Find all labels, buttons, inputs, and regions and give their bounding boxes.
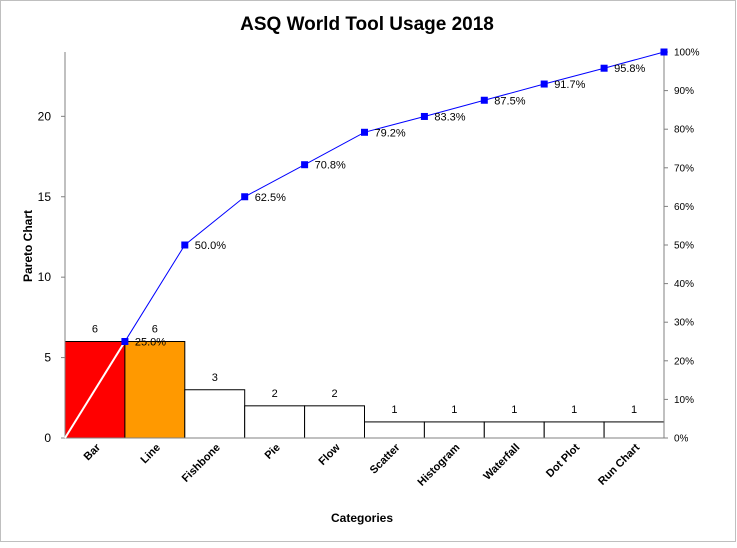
cumulative-marker: [600, 64, 608, 72]
y2-tick-label: 10%: [674, 395, 694, 406]
cumulative-marker: [420, 112, 428, 120]
bar: [304, 405, 366, 439]
cumulative-value-label: 79.2%: [375, 127, 406, 139]
cumulative-value-label: 83.3%: [434, 111, 465, 123]
bar-value-label: 3: [212, 372, 218, 384]
y-tick-label: 5: [44, 351, 51, 365]
bar: [543, 421, 605, 439]
bar: [184, 389, 246, 439]
bar-value-label: 1: [571, 404, 577, 416]
cumulative-marker: [361, 128, 368, 136]
bar-value-label: 1: [631, 404, 637, 416]
bar: [244, 405, 306, 439]
bar: [483, 421, 545, 439]
y2-tick-label: 90%: [674, 86, 694, 97]
cumulative-marker: [301, 161, 309, 169]
y-axis-title: Pareto Chart: [21, 210, 35, 282]
cumulative-marker: [121, 338, 129, 345]
plot-area: 6 632 21 1 1 1 1051015200%10%20%30%40%50%60%70…: [38, 48, 700, 489]
y2-tick-label: 100%: [674, 48, 700, 59]
bar: [364, 421, 425, 439]
cumulative-value-label: 87.5%: [494, 95, 525, 107]
y2-tick-label: 0%: [674, 434, 689, 445]
y-tick-label: 15: [38, 190, 52, 204]
y2-tick-label: 20%: [674, 356, 694, 367]
cumulative-marker: [540, 80, 548, 88]
cumulative-marker: [660, 48, 668, 56]
cumulative-origin-segment: [64, 340, 126, 439]
bar-value-label: 1: [391, 404, 397, 416]
cumulative-value-label: 70.8%: [315, 160, 346, 172]
y2-tick-label: 30%: [674, 318, 694, 329]
cumulative-marker: [181, 241, 189, 249]
cumulative-value-label: 91.7%: [554, 79, 585, 91]
cumulative-value-label: 95.8%: [614, 63, 645, 75]
y2-tick-label: 40%: [674, 279, 694, 290]
y2-tick-label: 60%: [674, 202, 694, 213]
bar-value-label: 6: [92, 324, 98, 336]
bar-value-label: 1: [511, 404, 517, 416]
x-axis-title: Categories: [331, 511, 393, 525]
y-tick-label: 0: [44, 431, 51, 445]
cumulative-value-label: 25.0%: [135, 337, 166, 349]
bar-value-label: 1: [451, 404, 457, 416]
bar: [603, 421, 665, 439]
bar: [124, 341, 186, 439]
y-tick-label: 20: [38, 109, 52, 123]
cumulative-value-label: 50.0%: [195, 240, 226, 252]
y2-tick-label: 70%: [674, 163, 694, 174]
bar-value-label: 2: [331, 388, 337, 400]
cumulative-value-label: 62.5%: [255, 192, 286, 204]
cumulative-marker: [241, 193, 249, 201]
chart-title: ASQ World Tool Usage 2018: [240, 14, 494, 35]
bar-value-label: 6: [152, 324, 158, 336]
bar: [423, 421, 485, 439]
cumulative-marker: [480, 96, 488, 104]
bar-value-label: 2: [272, 388, 278, 400]
y-tick-label: 10: [38, 270, 52, 284]
y2-tick-label: 80%: [674, 125, 694, 136]
y2-tick-label: 50%: [674, 241, 694, 252]
cumulative-line: [124, 51, 665, 342]
